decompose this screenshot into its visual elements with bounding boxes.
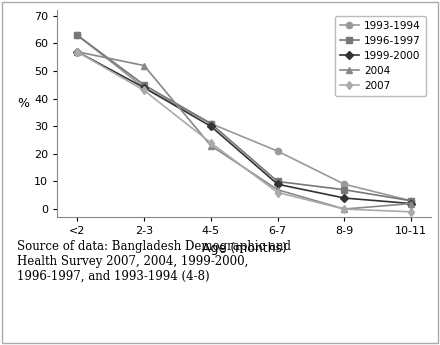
2004 (342, 207, 347, 211)
1993-1994 (275, 149, 280, 153)
2004 (141, 63, 147, 68)
2007 (275, 190, 280, 195)
1996-1997 (75, 33, 80, 37)
Legend: 1993-1994, 1996-1997, 1999-2000, 2004, 2007: 1993-1994, 1996-1997, 1999-2000, 2004, 2… (335, 16, 426, 96)
2004 (75, 50, 80, 54)
Line: 2004: 2004 (74, 49, 414, 212)
2004 (408, 201, 414, 206)
1999-2000 (208, 124, 213, 128)
Line: 1996-1997: 1996-1997 (74, 32, 414, 204)
1993-1994 (342, 182, 347, 186)
Y-axis label: %: % (18, 97, 29, 110)
1999-2000 (275, 182, 280, 186)
1996-1997 (342, 188, 347, 192)
X-axis label: Age (months): Age (months) (202, 242, 286, 255)
1996-1997 (408, 199, 414, 203)
Line: 1993-1994: 1993-1994 (74, 32, 414, 204)
2007 (342, 207, 347, 211)
1996-1997 (275, 179, 280, 184)
2007 (75, 50, 80, 54)
1996-1997 (208, 121, 213, 126)
1993-1994 (408, 199, 414, 203)
2007 (208, 141, 213, 145)
Line: 1999-2000: 1999-2000 (74, 49, 414, 207)
2004 (208, 144, 213, 148)
2007 (141, 88, 147, 92)
Line: 2007: 2007 (74, 49, 414, 215)
1999-2000 (141, 86, 147, 90)
1993-1994 (141, 86, 147, 90)
2007 (408, 210, 414, 214)
1993-1994 (208, 121, 213, 126)
1999-2000 (75, 50, 80, 54)
Text: Source of data: Bangladesh Demographic and
Health Survey 2007, 2004, 1999-2000,
: Source of data: Bangladesh Demographic a… (17, 240, 291, 283)
1999-2000 (408, 201, 414, 206)
1999-2000 (342, 196, 347, 200)
1993-1994 (75, 33, 80, 37)
1996-1997 (141, 83, 147, 87)
2004 (275, 188, 280, 192)
